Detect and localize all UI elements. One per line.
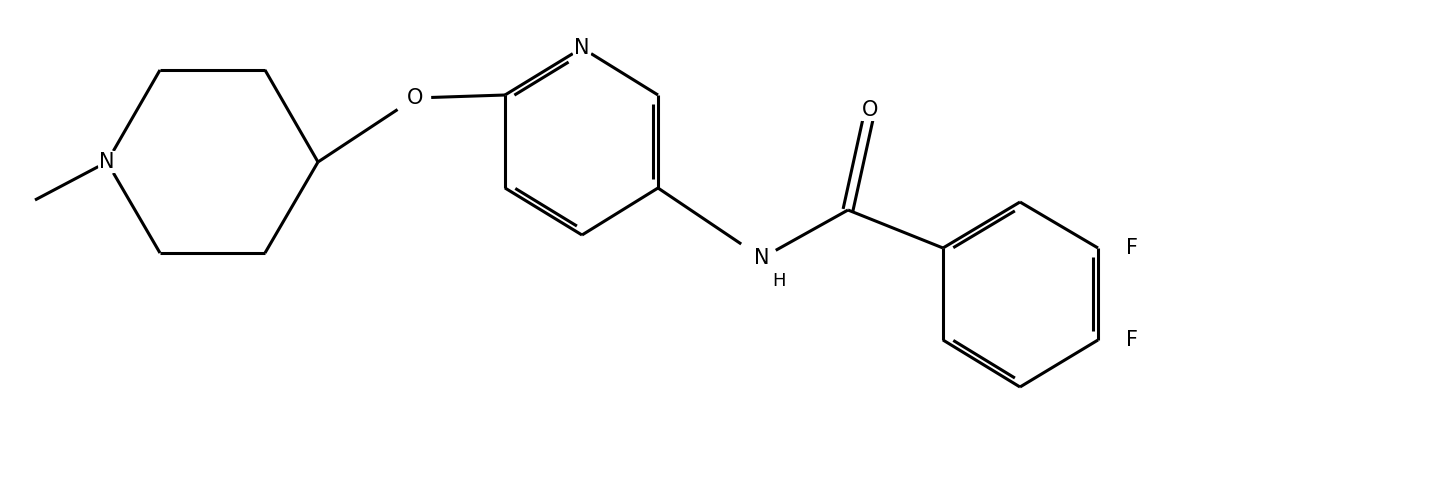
Text: H: H bbox=[772, 272, 785, 290]
Text: F: F bbox=[1126, 330, 1137, 350]
Text: O: O bbox=[407, 88, 423, 108]
Text: N: N bbox=[574, 38, 590, 58]
Text: N: N bbox=[755, 248, 769, 268]
Text: F: F bbox=[1126, 238, 1137, 258]
Text: N: N bbox=[99, 152, 115, 172]
Text: O: O bbox=[861, 100, 879, 120]
